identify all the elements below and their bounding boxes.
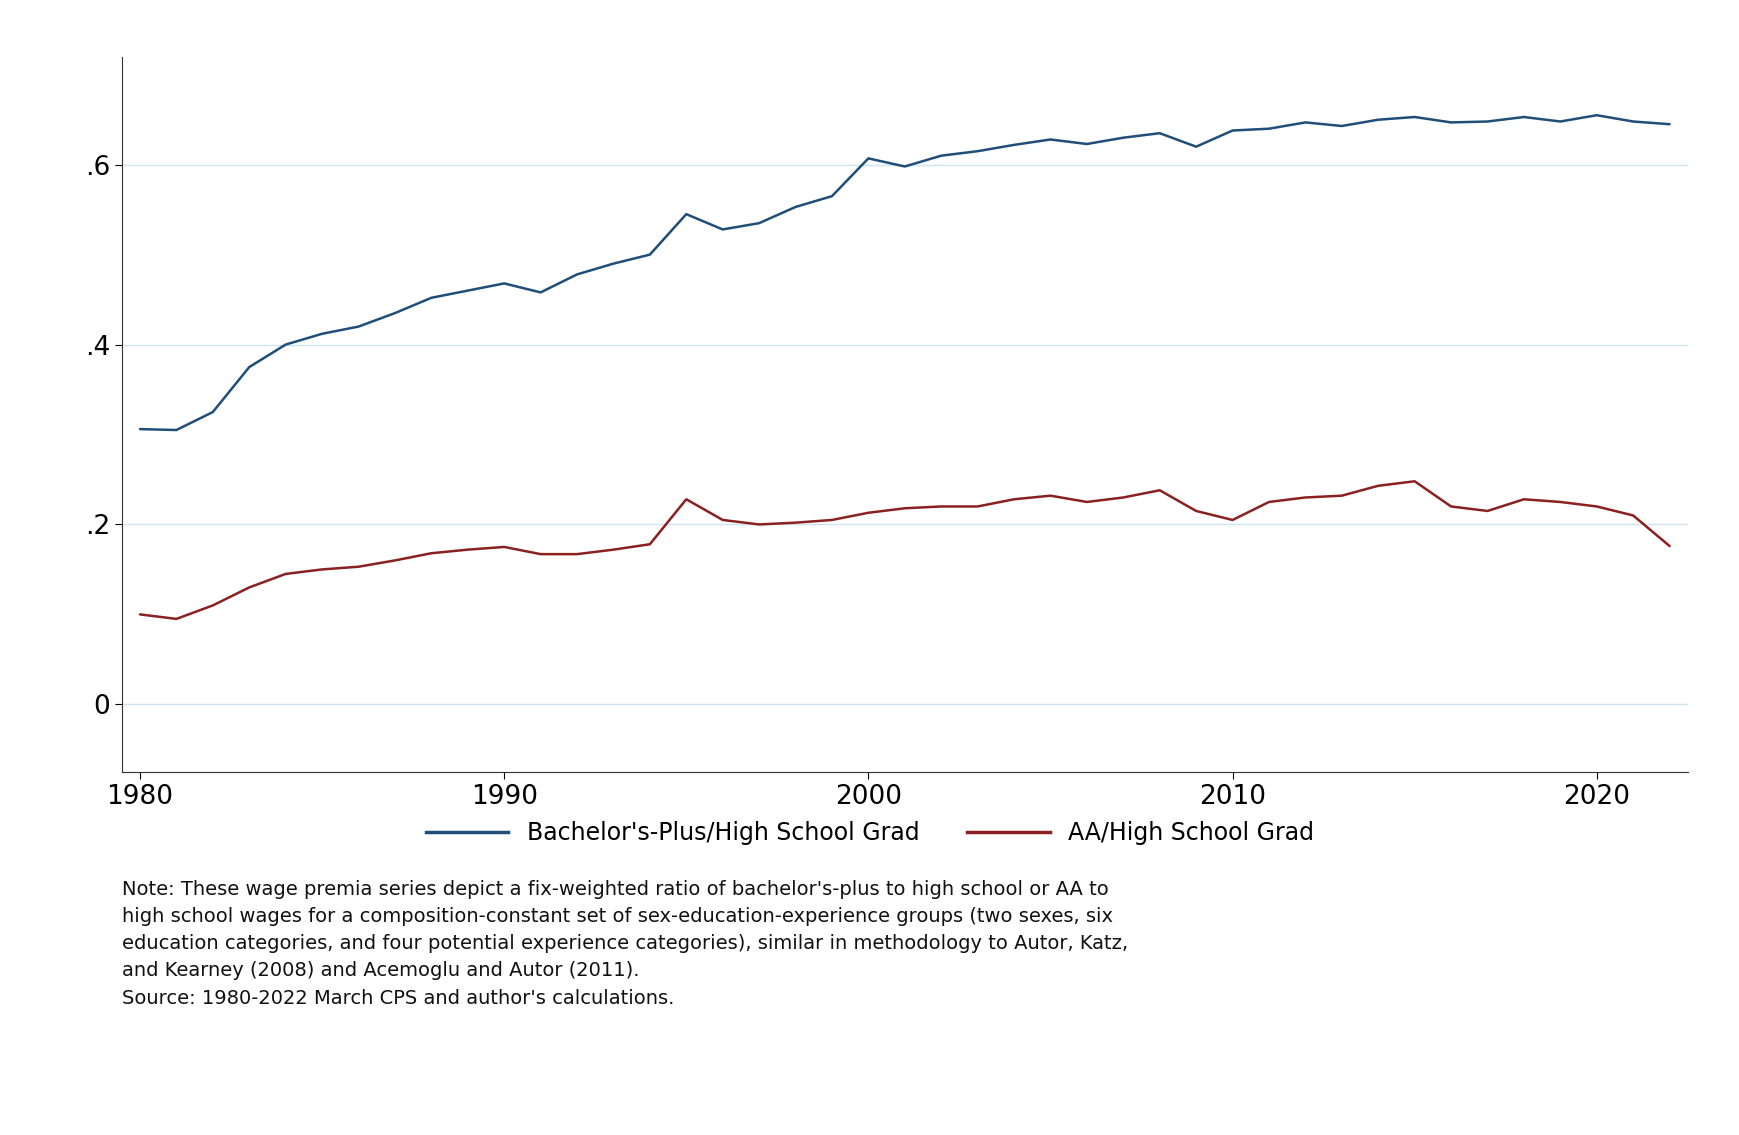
Text: Note: These wage premia series depict a fix-weighted ratio of bachelor's-plus to: Note: These wage premia series depict a … [122, 880, 1127, 1008]
Legend: Bachelor's-Plus/High School Grad, AA/High School Grad: Bachelor's-Plus/High School Grad, AA/Hig… [416, 812, 1323, 855]
